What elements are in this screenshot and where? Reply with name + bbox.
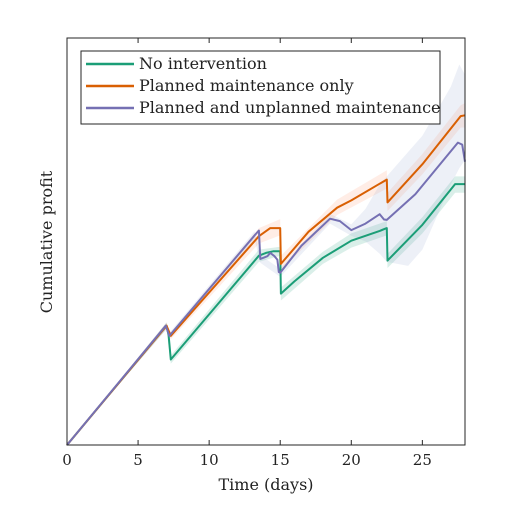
x-axis-label: Time (days) xyxy=(218,475,313,494)
series-line-no-intervention xyxy=(66,183,465,446)
legend-box xyxy=(80,50,441,125)
x-tick-label: 5 xyxy=(133,451,143,469)
x-tick-label: 0 xyxy=(62,451,72,469)
y-axis-label: Cumulative profit xyxy=(37,170,56,313)
x-tick-label: 15 xyxy=(271,451,290,469)
legend-label-planned-maintenance: Planned maintenance only xyxy=(139,76,354,95)
band-planned-and-unplanned-maintenance xyxy=(67,64,465,445)
legend-label-planned-unplanned: Planned and unplanned maintenance xyxy=(139,98,441,117)
legend: No intervention Planned maintenance only… xyxy=(80,50,441,125)
legend-label-no-intervention: No intervention xyxy=(139,54,267,73)
x-tick-label: 20 xyxy=(342,451,361,469)
confidence-bands xyxy=(67,64,465,445)
band-planned-maintenance-only xyxy=(67,103,465,445)
series-line-planned-maintenance-only xyxy=(66,114,466,446)
x-tick-label: 10 xyxy=(200,451,219,469)
series-lines xyxy=(66,114,466,446)
x-axis-ticks: 0 5 10 15 20 25 xyxy=(62,38,432,469)
plot-frame xyxy=(66,37,466,446)
x-tick-label: 25 xyxy=(413,451,432,469)
series-line-planned-and-unplanned-maintenance xyxy=(66,141,466,446)
